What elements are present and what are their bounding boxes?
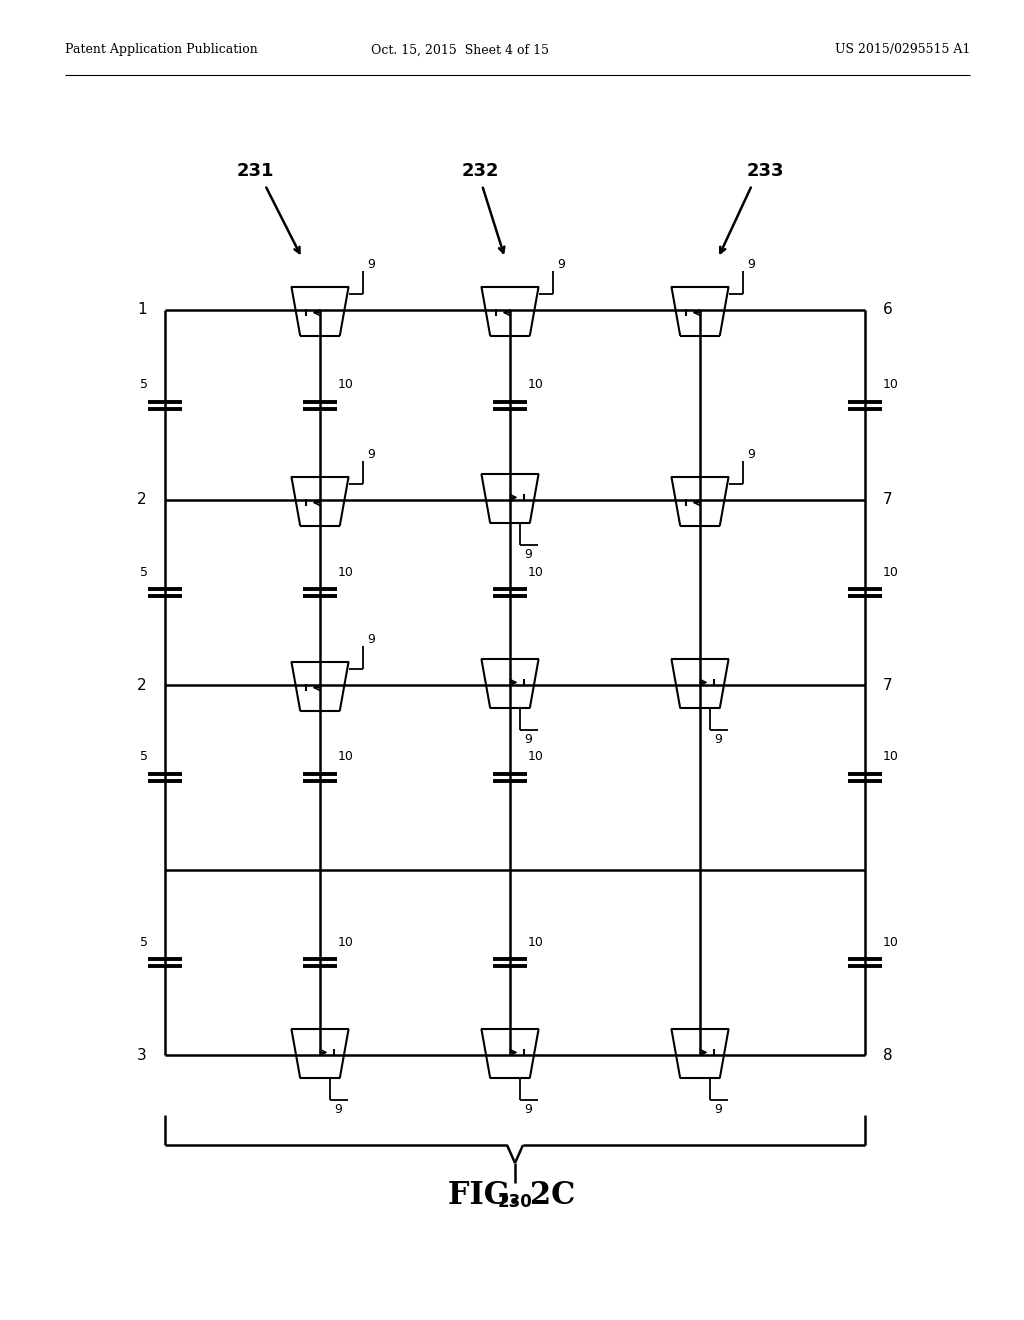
Text: 7: 7 <box>883 677 893 693</box>
Text: Oct. 15, 2015  Sheet 4 of 15: Oct. 15, 2015 Sheet 4 of 15 <box>371 44 549 57</box>
Text: 9: 9 <box>557 257 565 271</box>
Text: 9: 9 <box>368 257 375 271</box>
Text: 9: 9 <box>524 548 531 561</box>
Text: 6: 6 <box>883 302 893 318</box>
Text: 9: 9 <box>748 257 755 271</box>
Text: 230: 230 <box>498 1193 532 1210</box>
Text: 10: 10 <box>528 751 544 763</box>
Text: 9: 9 <box>714 733 722 746</box>
Text: 2: 2 <box>137 677 147 693</box>
Text: US 2015/0295515 A1: US 2015/0295515 A1 <box>835 44 970 57</box>
Text: 10: 10 <box>528 936 544 949</box>
Text: 8: 8 <box>883 1048 893 1063</box>
Text: 10: 10 <box>883 751 899 763</box>
Text: 1: 1 <box>137 302 147 318</box>
Text: 10: 10 <box>883 378 899 391</box>
Text: 5: 5 <box>140 751 148 763</box>
Text: 9: 9 <box>748 447 755 461</box>
Text: 9: 9 <box>334 1104 342 1117</box>
Text: 9: 9 <box>524 1104 531 1117</box>
Text: 10: 10 <box>528 565 544 578</box>
Text: 10: 10 <box>883 565 899 578</box>
Text: 10: 10 <box>338 378 354 391</box>
Text: 10: 10 <box>338 751 354 763</box>
Text: 5: 5 <box>140 565 148 578</box>
Text: Patent Application Publication: Patent Application Publication <box>65 44 258 57</box>
Text: 3: 3 <box>137 1048 147 1063</box>
Text: 232: 232 <box>461 162 499 180</box>
Text: 5: 5 <box>140 378 148 391</box>
Text: 231: 231 <box>237 162 273 180</box>
Text: 9: 9 <box>368 634 375 645</box>
Text: 9: 9 <box>524 733 531 746</box>
Text: 9: 9 <box>368 447 375 461</box>
Text: 2: 2 <box>137 492 147 507</box>
Text: 10: 10 <box>883 936 899 949</box>
Text: 233: 233 <box>746 162 783 180</box>
Text: 10: 10 <box>528 378 544 391</box>
Text: 10: 10 <box>338 565 354 578</box>
Text: FIG. 2C: FIG. 2C <box>449 1180 575 1210</box>
Text: 7: 7 <box>883 492 893 507</box>
Text: 10: 10 <box>338 936 354 949</box>
Text: 5: 5 <box>140 936 148 949</box>
Text: 9: 9 <box>714 1104 722 1117</box>
